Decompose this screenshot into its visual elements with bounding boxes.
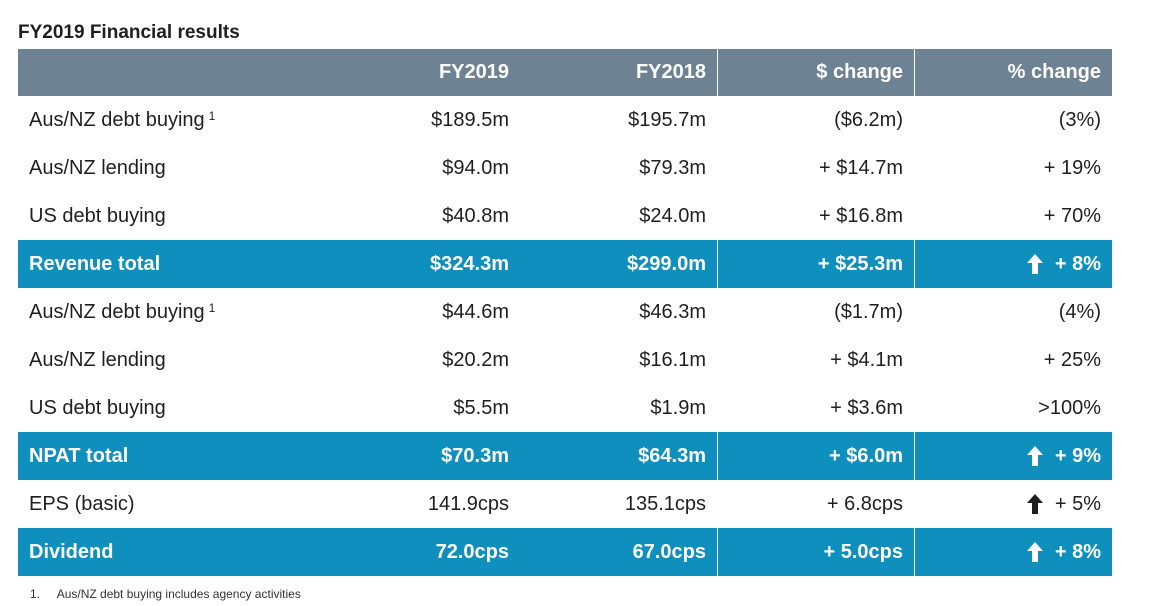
value-fy2019: 72.0cps (435, 540, 509, 563)
table-row: EPS (basic) 141.9cps 135.1cps + 6.8cps + 5% (18, 480, 1112, 528)
value-fy2019: $324.3m (430, 252, 509, 275)
table-header-row: FY2019 FY2018 $ change % change (18, 49, 1112, 96)
header-dollar-change: $ change (717, 49, 914, 96)
value-pct-change-cell: (3%) (914, 96, 1112, 144)
row-label: Aus/NZ debt buying (29, 108, 205, 131)
value-pct-change: + 25% (1043, 348, 1101, 371)
value-pct-change: + 70% (1043, 204, 1101, 227)
up-arrow-icon (1026, 494, 1043, 514)
up-arrow-icon (1026, 254, 1043, 274)
row-label-cell: Aus/NZ debt buying 1 (18, 96, 323, 144)
value-fy2018: $195.7m (628, 108, 706, 131)
value-pct-change: + 8% (1054, 540, 1101, 563)
value-pct-change: + 5% (1054, 492, 1101, 515)
value-pct-change: (3%) (1058, 108, 1101, 131)
value-fy2018: $79.3m (639, 156, 706, 179)
row-label-cell: Aus/NZ lending (18, 336, 323, 384)
value-fy2018: $1.9m (650, 396, 706, 419)
row-label-cell: Aus/NZ lending (18, 144, 323, 192)
row-label-cell: US debt buying (18, 384, 323, 432)
value-fy2018: $24.0m (639, 204, 706, 227)
value-fy2019: $70.3m (441, 444, 509, 467)
row-label-cell: Aus/NZ debt buying 1 (18, 288, 323, 336)
value-dollar-change: + $3.6m (830, 396, 903, 419)
value-fy2019: $20.2m (442, 348, 509, 371)
value-fy2019: $5.5m (453, 396, 509, 419)
row-label-cell: Dividend (18, 528, 323, 576)
value-fy2019: $94.0m (442, 156, 509, 179)
value-fy2019: $189.5m (431, 108, 509, 131)
value-dollar-change: + 5.0cps (717, 528, 914, 576)
value-pct-change-cell: (4%) (914, 288, 1112, 336)
value-dollar-change: + $14.7m (819, 156, 903, 179)
value-fy2019: $40.8m (442, 204, 509, 227)
row-label-cell: NPAT total (18, 432, 323, 480)
value-pct-change-cell: + 19% (914, 144, 1112, 192)
value-fy2018: $46.3m (639, 300, 706, 323)
total-row: Dividend 72.0cps 67.0cps + 5.0cps + 8% (18, 528, 1112, 576)
value-pct-change: + 9% (1054, 444, 1101, 467)
value-dollar-change: + $25.3m (717, 240, 914, 288)
value-pct-change-cell: + 25% (914, 336, 1112, 384)
header-fy2018: FY2018 (635, 61, 706, 83)
header-fy2019: FY2019 (438, 61, 509, 83)
table-row: Aus/NZ lending $94.0m $79.3m + $14.7m + 19% (18, 144, 1112, 192)
row-label: EPS (basic) (29, 492, 135, 515)
value-dollar-change: ($6.2m) (834, 108, 903, 131)
value-pct-change-cell: + 8% (914, 528, 1112, 576)
total-row: Revenue total $324.3m $299.0m + $25.3m + 8% (18, 240, 1112, 288)
table-row: US debt buying $40.8m $24.0m + $16.8m + 70% (18, 192, 1112, 240)
row-label: US debt buying (29, 396, 166, 419)
value-pct-change-cell: + 9% (914, 432, 1112, 480)
table-row: Aus/NZ debt buying 1 $189.5m $195.7m ($6.2m)… (18, 96, 1112, 144)
row-label: Aus/NZ debt buying (29, 300, 205, 323)
total-row: NPAT total $70.3m $64.3m + $6.0m + 9% (18, 432, 1112, 480)
table-body: Aus/NZ debt buying 1 $189.5m $195.7m ($6.2m)… (18, 96, 1112, 576)
value-pct-change-cell: + 8% (914, 240, 1112, 288)
value-pct-change: + 8% (1054, 252, 1101, 275)
financial-results-table: FY2019 FY2018 $ change % change Aus/NZ d… (18, 49, 1112, 576)
value-dollar-change: ($1.7m) (834, 300, 903, 323)
row-label: Revenue total (29, 252, 161, 275)
row-label-cell: Revenue total (18, 240, 323, 288)
value-pct-change-cell: >100% (914, 384, 1112, 432)
row-label: Aus/NZ lending (29, 156, 166, 179)
value-dollar-change: + $6.0m (717, 432, 914, 480)
table-row: Aus/NZ lending $20.2m $16.1m + $4.1m + 25% (18, 336, 1112, 384)
value-pct-change: + 19% (1043, 156, 1101, 179)
header-label (18, 49, 323, 96)
value-fy2018: $16.1m (639, 348, 706, 371)
header-pct-change: % change (914, 49, 1112, 96)
page-title: FY2019 Financial results (18, 22, 240, 43)
value-pct-change-cell: + 5% (914, 480, 1112, 528)
footnote: 1. Aus/NZ debt buying includes agency ac… (30, 587, 301, 601)
row-label: NPAT total (29, 444, 129, 467)
value-dollar-change: + 6.8cps (826, 492, 903, 515)
value-fy2018: 135.1cps (624, 492, 706, 515)
value-fy2018: $299.0m (627, 252, 706, 275)
value-fy2018: 67.0cps (632, 540, 706, 563)
row-label: US debt buying (29, 204, 166, 227)
value-fy2019: $44.6m (442, 300, 509, 323)
value-dollar-change: + $4.1m (830, 348, 903, 371)
row-label-cell: EPS (basic) (18, 480, 323, 528)
row-label: Dividend (29, 540, 114, 563)
value-pct-change-cell: + 70% (914, 192, 1112, 240)
value-pct-change: (4%) (1058, 300, 1101, 323)
up-arrow-icon (1026, 446, 1043, 466)
value-fy2019: 141.9cps (427, 492, 509, 515)
table-row: US debt buying $5.5m $1.9m + $3.6m >100% (18, 384, 1112, 432)
row-label-cell: US debt buying (18, 192, 323, 240)
footnote-ref: 1 (208, 109, 216, 123)
value-dollar-change: + $16.8m (819, 204, 903, 227)
up-arrow-icon (1026, 542, 1043, 562)
footnote-ref: 1 (208, 301, 216, 315)
footnote-number: 1. (30, 587, 41, 601)
table-row: Aus/NZ debt buying 1 $44.6m $46.3m ($1.7m) (4… (18, 288, 1112, 336)
footnote-text: Aus/NZ debt buying includes agency activ… (56, 587, 301, 601)
value-pct-change: >100% (1038, 396, 1101, 419)
value-fy2018: $64.3m (638, 444, 706, 467)
row-label: Aus/NZ lending (29, 348, 166, 371)
